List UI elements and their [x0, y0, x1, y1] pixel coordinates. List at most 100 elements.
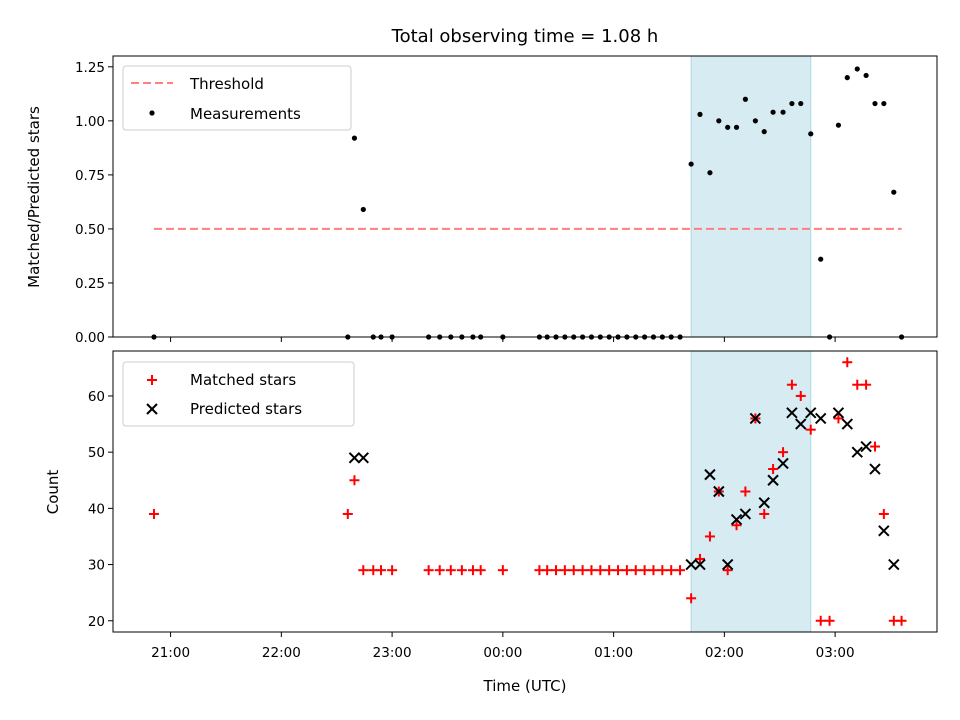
matched-star-point — [434, 565, 445, 576]
predicted-star-point-b — [739, 508, 752, 520]
count-highlight-span — [690, 350, 812, 633]
x-tick-label: 02:00 — [705, 645, 744, 661]
ratio-legend: Threshold Measurements — [122, 65, 352, 131]
measurement-point — [733, 124, 740, 130]
matched-star-point — [731, 520, 742, 531]
predicted-star-point — [704, 468, 716, 481]
predicted-star-point — [815, 412, 827, 425]
legend-matched-label: Matched stars — [190, 371, 296, 389]
predicted-star-point — [795, 418, 807, 430]
predicted-star-point — [767, 474, 779, 486]
legend-predicted-swatch-b — [146, 403, 158, 415]
measurement-point — [752, 118, 758, 124]
measurement-point — [716, 118, 722, 124]
count-y-tick-label: 30 — [88, 558, 105, 574]
predicted-star-point-b — [795, 418, 807, 430]
matched-star-point — [896, 615, 907, 626]
matched-star-point — [842, 357, 853, 368]
matched-star-point — [740, 486, 751, 497]
matched-star-point — [456, 565, 467, 576]
x-tick-label: 00:00 — [483, 645, 522, 661]
ratio-frame — [112, 55, 938, 338]
predicted-star-point — [860, 440, 872, 453]
predicted-star-point-b — [721, 558, 734, 571]
matched-star-point — [704, 531, 715, 542]
predicted-star-point-b — [767, 474, 779, 486]
predicted-star-point — [739, 508, 752, 520]
measurement-point — [780, 109, 786, 115]
matched-star-point — [621, 565, 632, 576]
predicted-star-point-b — [730, 513, 743, 526]
matched-star-point — [551, 565, 562, 576]
measurement-point — [697, 111, 703, 117]
matched-star-point — [358, 565, 369, 576]
predicted-star-point-b — [805, 407, 817, 419]
matched-star-point — [342, 508, 353, 519]
predicted-star-point-b — [694, 558, 706, 571]
measurement-point — [835, 122, 842, 128]
matched-star-point — [445, 565, 456, 576]
matched-star-point — [604, 565, 615, 576]
measurement-point — [761, 129, 767, 135]
predicted-star-point — [713, 485, 725, 498]
predicted-star-point-b — [777, 457, 789, 470]
predicted-star-point — [878, 525, 890, 537]
predicted-star-point-b — [348, 452, 361, 464]
count-panel: 20 30 40 50 60 21:00 22:00 23:00 00:00 01:00 02:00… — [88, 350, 938, 661]
legend-predicted-swatch — [146, 403, 158, 415]
predicted-star-point — [851, 446, 863, 458]
matched-star-point — [722, 565, 733, 576]
ratio-y-tick-label: 0.50 — [75, 222, 105, 238]
predicted-star-point — [749, 412, 762, 425]
predicted-star-point — [758, 497, 770, 509]
matched-star-point — [786, 379, 797, 390]
x-tick-label: 21:00 — [151, 645, 190, 661]
measurement-point — [351, 135, 358, 141]
matched-star-point — [595, 565, 606, 576]
matched-star-point — [639, 565, 650, 576]
predicted-star-point-b — [815, 412, 827, 425]
matched-star-point — [824, 615, 835, 626]
predicted-star-point-b — [888, 558, 900, 571]
matched-star-point — [586, 565, 597, 576]
measurement-point — [854, 66, 860, 72]
x-tick-label: 01:00 — [594, 645, 633, 661]
measurement-point — [742, 96, 748, 102]
predicted-star-point — [721, 558, 734, 571]
predicted-star-point-b — [832, 407, 845, 419]
measurement-point — [891, 189, 897, 195]
predicted-star-point-b — [851, 446, 863, 458]
measurement-point — [863, 72, 869, 79]
measurement-point — [808, 131, 814, 137]
matched-star-point — [805, 424, 816, 435]
measurement-point — [360, 206, 366, 213]
measurement-point — [881, 100, 887, 107]
predicted-star-point-b — [713, 485, 725, 498]
legend-measurements-label: Measurements — [190, 105, 301, 123]
ratio-y-tick-label: 0.00 — [75, 330, 105, 346]
legend-threshold-label: Threshold — [189, 75, 264, 93]
predicted-star-point — [786, 407, 798, 419]
predicted-star-point-b — [878, 525, 890, 537]
matched-star-point — [577, 565, 588, 576]
predicted-star-point — [869, 463, 881, 475]
matched-star-point — [852, 379, 863, 390]
legend-predicted-label: Predicted stars — [190, 400, 302, 418]
matched-star-point — [694, 553, 705, 564]
predicted-star-point — [357, 452, 370, 464]
y-axis-label-count: Count — [44, 470, 62, 515]
ratio-y-tick-label: 1.25 — [75, 60, 105, 76]
matched-star-point — [759, 508, 770, 519]
measurement-point — [798, 100, 804, 107]
predicted-star-point-b — [758, 497, 770, 509]
matched-star-point — [686, 593, 697, 604]
matched-star-point — [869, 441, 880, 452]
x-axis-label: Time (UTC) — [483, 677, 567, 695]
predicted-star-point — [777, 457, 789, 470]
predicted-star-point-b — [786, 407, 798, 419]
count-y-tick-label: 20 — [88, 614, 105, 630]
count-frame — [112, 350, 938, 633]
matched-star-point — [349, 475, 360, 486]
matched-star-point — [148, 508, 159, 519]
